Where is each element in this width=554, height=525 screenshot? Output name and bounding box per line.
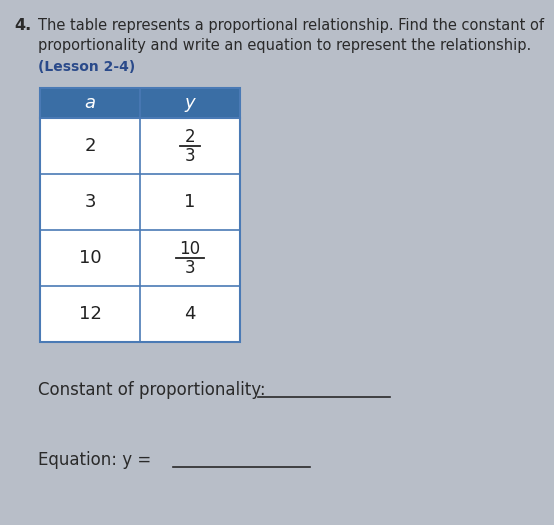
Text: 10: 10 bbox=[79, 249, 101, 267]
Text: 12: 12 bbox=[79, 305, 101, 323]
Bar bbox=[140, 118, 240, 174]
Text: 4.: 4. bbox=[14, 18, 31, 33]
Bar bbox=[140, 286, 240, 342]
Bar bbox=[140, 230, 240, 286]
Text: a: a bbox=[85, 94, 95, 112]
Bar bbox=[40, 174, 140, 230]
Text: The table represents a proportional relationship. Find the constant of: The table represents a proportional rela… bbox=[38, 18, 544, 33]
Bar bbox=[40, 230, 140, 286]
Text: 2: 2 bbox=[84, 137, 96, 155]
Text: Constant of proportionality:: Constant of proportionality: bbox=[38, 381, 265, 399]
Bar bbox=[140, 174, 240, 230]
Text: 3: 3 bbox=[184, 259, 196, 277]
Bar bbox=[40, 88, 240, 118]
Text: y: y bbox=[184, 94, 196, 112]
Text: 3: 3 bbox=[84, 193, 96, 211]
Bar bbox=[40, 88, 240, 342]
Text: 4: 4 bbox=[184, 305, 196, 323]
Text: 1: 1 bbox=[184, 193, 196, 211]
Text: 2: 2 bbox=[184, 128, 196, 146]
Text: proportionality and write an equation to represent the relationship.: proportionality and write an equation to… bbox=[38, 38, 531, 53]
Text: Equation: y =: Equation: y = bbox=[38, 451, 151, 469]
Bar bbox=[40, 118, 140, 174]
Text: 3: 3 bbox=[184, 147, 196, 165]
Text: (Lesson 2-4): (Lesson 2-4) bbox=[38, 60, 135, 74]
Bar bbox=[40, 286, 140, 342]
Text: 10: 10 bbox=[179, 240, 201, 258]
